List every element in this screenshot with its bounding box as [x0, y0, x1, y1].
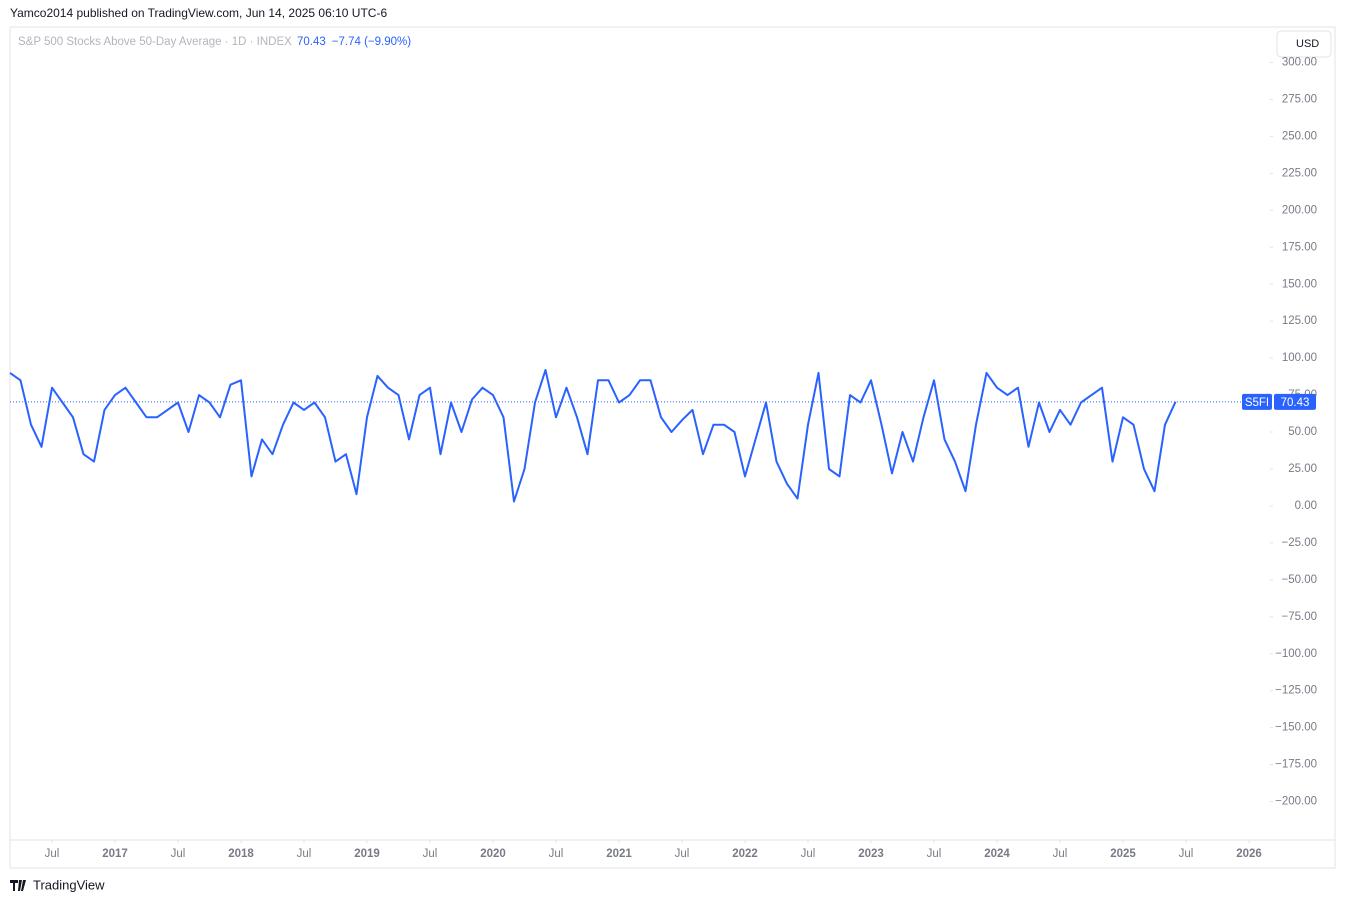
x-tick-label: Jul [675, 848, 690, 860]
x-tick-label: Jul [549, 848, 564, 860]
price-label-box [1274, 393, 1316, 410]
y-tick-label: 250.00 [1282, 130, 1317, 142]
x-tick-label: 2025 [1110, 848, 1136, 860]
y-tick-label: 300.00 [1282, 57, 1317, 69]
x-tick-label: 2023 [858, 848, 884, 860]
series-name-box [1242, 393, 1272, 410]
x-tick-label: 2018 [228, 848, 254, 860]
x-tick-label: 2024 [984, 848, 1010, 860]
y-tick-label: 0.00 [1295, 500, 1317, 512]
y-tick-label: −200.00 [1275, 796, 1317, 808]
x-tick-label: 2017 [102, 848, 128, 860]
x-tick-label: Jul [171, 848, 186, 860]
currency[interactable]: USD [1296, 38, 1319, 50]
y-tick-label: 125.00 [1282, 315, 1317, 327]
y-tick-label: −175.00 [1275, 759, 1317, 771]
x-tick-label: Jul [1053, 848, 1068, 860]
x-tick-label: Jul [45, 848, 60, 860]
x-tick-label: Jul [927, 848, 942, 860]
y-tick-label: 150.00 [1282, 278, 1317, 290]
series-line [9, 369, 1177, 503]
x-tick-label: 2021 [606, 848, 632, 860]
x-tick-label: Jul [297, 848, 312, 860]
series-name: S5FI [1245, 397, 1269, 409]
y-tick-label: 25.00 [1288, 463, 1317, 475]
currency-button[interactable] [1276, 30, 1332, 58]
y-tick-label: −100.00 [1275, 648, 1317, 660]
logo [10, 880, 26, 891]
y-tick-label: −125.00 [1275, 685, 1317, 697]
brand: TradingView [33, 877, 105, 892]
y-tick-label: −150.00 [1275, 722, 1317, 734]
y-tick-label: 175.00 [1282, 241, 1317, 253]
y-tick-label: −75.00 [1282, 611, 1318, 623]
y-tick-label: 225.00 [1282, 167, 1317, 179]
y-tick-label: 100.00 [1282, 352, 1317, 364]
y-tick-label: 275.00 [1282, 94, 1317, 106]
y-tick-label: −50.00 [1282, 574, 1318, 586]
x-tick-label: Jul [423, 848, 438, 860]
y-tick-label: 200.00 [1282, 204, 1317, 216]
x-tick-label: Jul [801, 848, 816, 860]
y-tick-label: −25.00 [1282, 537, 1318, 549]
pane-border [9, 26, 1336, 869]
change: −7.74 (−9.90%) [332, 36, 411, 48]
x-tick-label: 2019 [354, 848, 380, 860]
last-value: 70.43 [297, 36, 326, 48]
attribution: Yamco2014 published on TradingView.com, … [10, 6, 387, 20]
series-title: S&P 500 Stocks Above 50-Day Average · 1D… [18, 36, 292, 48]
x-tick-label: 2022 [732, 848, 758, 860]
y-tick-label: 50.00 [1288, 426, 1317, 438]
x-tick-label: Jul [1179, 848, 1194, 860]
x-tick-label: 2026 [1236, 848, 1262, 860]
price-label: 70.43 [1281, 397, 1310, 409]
x-tick-label: 2020 [480, 848, 506, 860]
